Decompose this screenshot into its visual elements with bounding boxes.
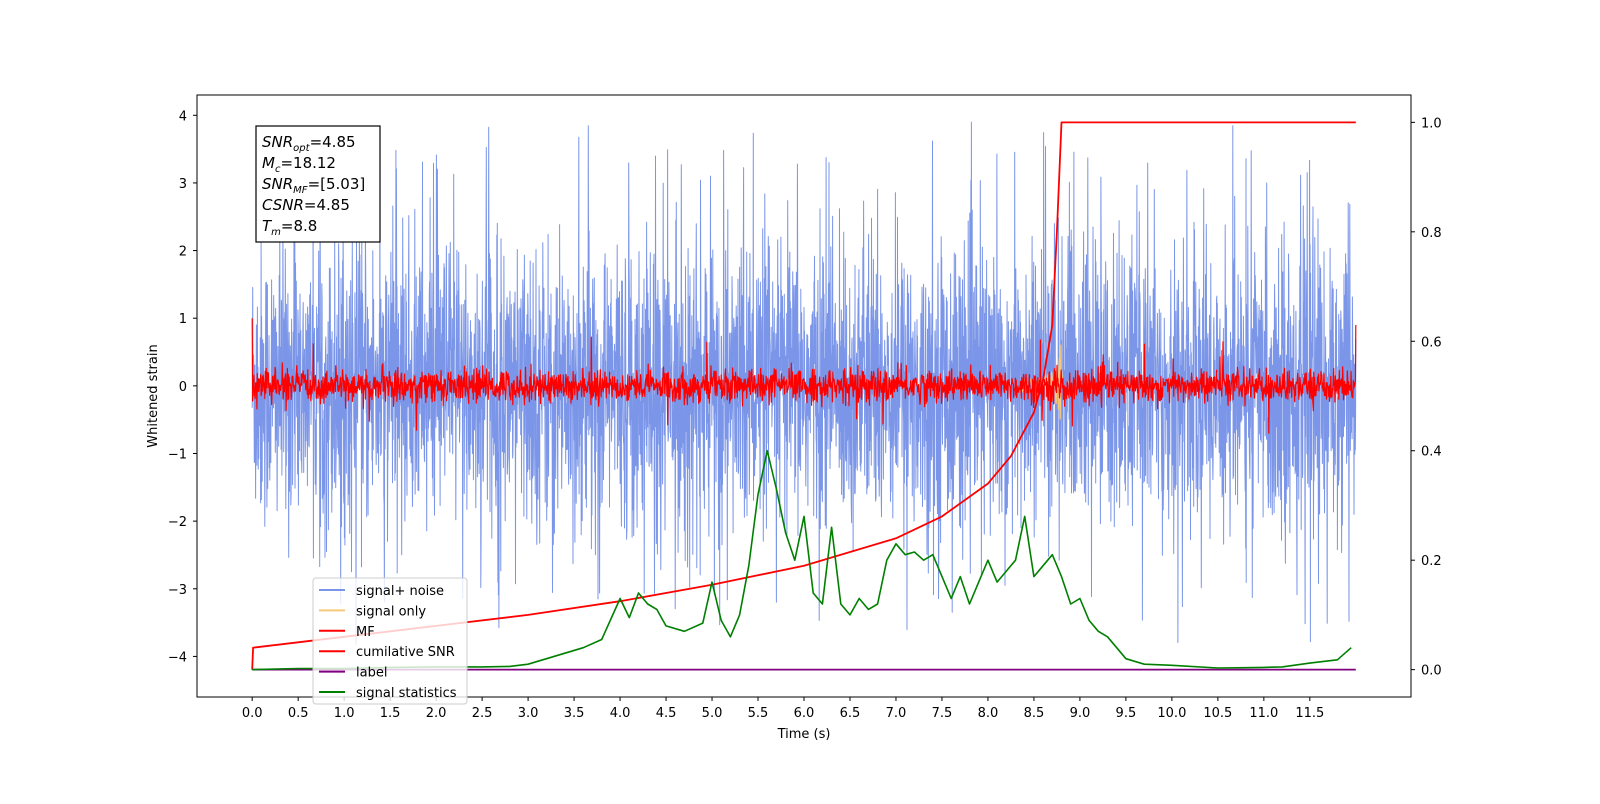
x-tick-label: 8.0 xyxy=(978,706,999,721)
y-axis-left: 4 3 2 1 0 −1 −2 −3 −4 xyxy=(168,109,197,665)
annotation-symbol: SNR xyxy=(262,175,293,193)
y-axis-right: 1.0 0.8 0.6 0.4 0.2 0.0 xyxy=(1411,116,1442,679)
x-tick-label: 7.5 xyxy=(932,706,953,721)
annotation-line: SNRMF=[5.03] xyxy=(262,175,365,196)
legend-entry-label: signal only xyxy=(356,604,426,619)
y-tick-label: 2 xyxy=(179,245,187,260)
y-tick-label: 3 xyxy=(179,177,187,192)
x-tick-label: 10.0 xyxy=(1157,706,1186,721)
y2-tick-label: 0.0 xyxy=(1421,664,1442,679)
annotation-value: =[5.03] xyxy=(308,175,366,193)
legend: signal+ noise signal only MF cumilative SNR… xyxy=(312,577,468,705)
x-tick-label: 9.5 xyxy=(1116,706,1137,721)
y2-tick-label: 0.4 xyxy=(1421,445,1442,460)
x-axis-label: Time (s) xyxy=(777,727,831,742)
y2-tick-label: 1.0 xyxy=(1421,116,1442,131)
x-tick-label: 6.0 xyxy=(794,706,815,721)
x-tick-label: 6.5 xyxy=(840,706,861,721)
annotation-value: =4.85 xyxy=(310,133,356,151)
legend-frame xyxy=(312,577,468,705)
annotation-subscript: c xyxy=(275,164,281,175)
series-signal-statistics-line xyxy=(252,449,1352,671)
annotation-value: =8.8 xyxy=(281,217,317,235)
annotation-line: CSNR=4.85 xyxy=(262,196,350,214)
y-axis-label: Whitened strain xyxy=(146,344,161,447)
annotation-line: Tm=8.8 xyxy=(262,217,317,238)
y-tick-label: −1 xyxy=(168,447,187,462)
stats-annotation-box: SNRopt=4.85Mc=18.12SNRMF=[5.03]CSNR=4.85… xyxy=(255,125,381,243)
x-tick-label: 10.5 xyxy=(1203,706,1232,721)
annotation-subscript: MF xyxy=(293,185,308,196)
series-mf-line xyxy=(251,318,1357,434)
annotation-subscript: m xyxy=(271,227,281,238)
annotation-line: Mc=18.12 xyxy=(262,154,336,175)
annotation-subscript: opt xyxy=(293,143,310,154)
x-tick-label: 4.0 xyxy=(610,706,631,721)
y-tick-label: −4 xyxy=(168,650,187,665)
x-tick-label: 11.5 xyxy=(1295,706,1324,721)
y-tick-label: 0 xyxy=(179,380,187,395)
x-tick-label: 5.5 xyxy=(748,706,769,721)
y-tick-label: 1 xyxy=(179,312,187,327)
x-tick-label: 5.0 xyxy=(702,706,723,721)
x-tick-label: 1.5 xyxy=(380,706,401,721)
annotation-line: SNRopt=4.85 xyxy=(262,133,356,154)
legend-entry-label: label xyxy=(356,666,387,681)
x-tick-label: 2.5 xyxy=(472,706,493,721)
annotation-symbol: M xyxy=(262,154,275,172)
x-tick-label: 3.0 xyxy=(518,706,539,721)
annotation-symbol: SNR xyxy=(262,133,293,151)
legend-entry-label: MF xyxy=(356,625,375,640)
x-tick-label: 2.0 xyxy=(426,706,447,721)
annotation-value: =4.85 xyxy=(304,196,350,214)
x-tick-label: 4.5 xyxy=(656,706,677,721)
annotation-box-frame xyxy=(255,125,381,243)
y2-tick-label: 0.2 xyxy=(1421,554,1442,569)
annotation-value: =18.12 xyxy=(280,154,336,172)
x-tick-label: 9.0 xyxy=(1070,706,1091,721)
x-tick-label: 1.0 xyxy=(334,706,355,721)
legend-entry-label: cumilative SNR xyxy=(356,645,455,660)
legend-entry-label: signal+ noise xyxy=(356,584,444,599)
y2-tick-label: 0.8 xyxy=(1421,226,1442,241)
x-tick-label: 8.5 xyxy=(1024,706,1045,721)
y-tick-label: −2 xyxy=(168,515,187,530)
x-axis: 0.0 0.5 1.0 1.5 2.0 2.5 3.0 3.5 4.0 4.5 5.0 5.5 6.0 6… xyxy=(242,697,1324,721)
annotation-symbol: CSNR xyxy=(262,196,304,214)
x-tick-label: 3.5 xyxy=(564,706,585,721)
x-tick-label: 0.0 xyxy=(242,706,263,721)
y-tick-label: 4 xyxy=(179,109,187,124)
annotation-symbol: T xyxy=(262,217,273,235)
y-tick-label: −3 xyxy=(168,583,187,598)
x-tick-label: 7.0 xyxy=(886,706,907,721)
x-tick-label: 11.0 xyxy=(1249,706,1278,721)
y2-tick-label: 0.6 xyxy=(1421,335,1442,350)
x-tick-label: 0.5 xyxy=(288,706,309,721)
legend-entry-label: signal statistics xyxy=(356,686,457,701)
